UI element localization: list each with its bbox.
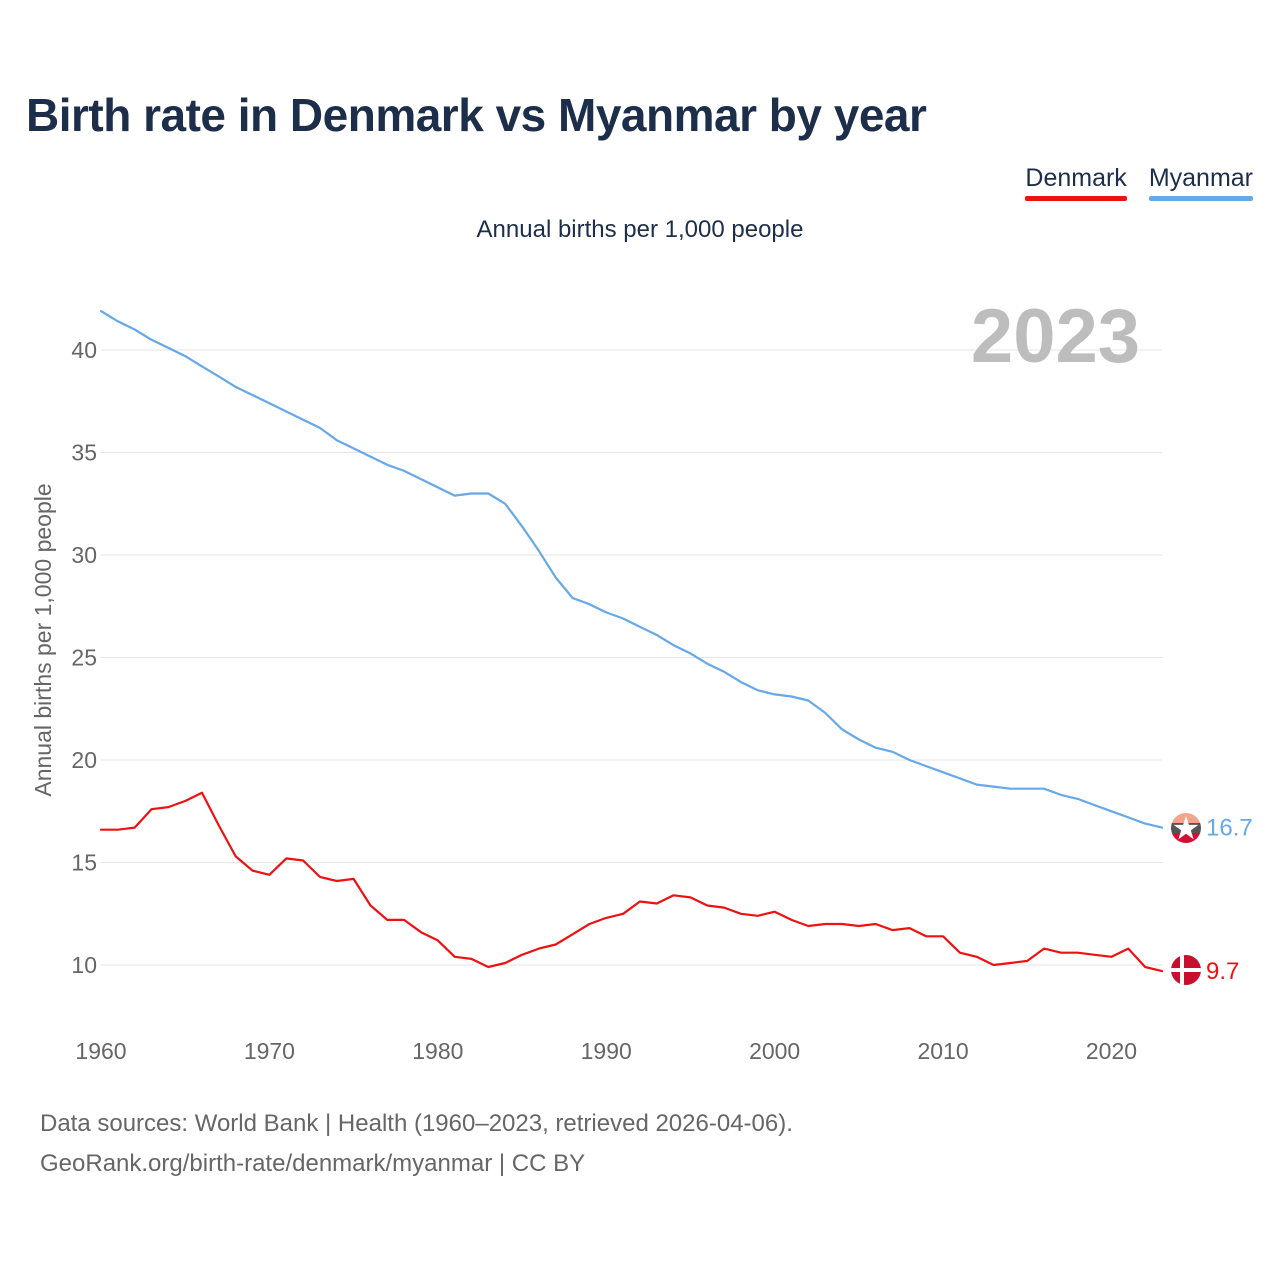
legend-swatch-myanmar	[1148, 196, 1253, 201]
series-lines	[99, 310, 1164, 973]
y-axis-label: Annual births per 1,000 people	[30, 483, 56, 796]
series-line-denmark[interactable]	[99, 791, 1164, 973]
end-label-denmark: 9.7	[1206, 958, 1239, 985]
x-tick-label-2020: 2020	[1086, 1038, 1137, 1064]
y-axis-ticks: 10 15 20 25 30 35 40	[71, 337, 97, 978]
y-tick-label-10: 10	[71, 952, 97, 978]
chart-title: Birth rate in Denmark vs Myanmar by year	[26, 89, 927, 141]
x-tick-label-1990: 1990	[581, 1038, 632, 1064]
legend-label-denmark: Denmark	[1025, 164, 1127, 192]
y-tick-label-30: 30	[71, 542, 97, 568]
y-tick-label-15: 15	[71, 850, 97, 876]
end-labels: 9.7 16.7	[1206, 815, 1253, 986]
denmark-flag-icon	[1171, 955, 1201, 985]
footer-sources: Data sources: World Bank | Health (1960–…	[40, 1110, 793, 1137]
x-tick-label-2010: 2010	[917, 1038, 968, 1064]
legend-item-denmark[interactable]: Denmark	[1025, 164, 1127, 201]
legend-item-myanmar[interactable]: Myanmar	[1148, 164, 1253, 201]
current-year-label: 2023	[971, 294, 1140, 379]
x-tick-label-1960: 1960	[75, 1038, 126, 1064]
x-axis-ticks: 1960 1970 1980 1990 2000 2010 2020	[75, 1038, 1137, 1064]
x-tick-label-1970: 1970	[244, 1038, 295, 1064]
series-line-myanmar[interactable]	[99, 310, 1164, 829]
x-tick-label-2000: 2000	[749, 1038, 800, 1064]
chart-subtitle: Annual births per 1,000 people	[476, 216, 804, 243]
myanmar-flag-icon	[1171, 813, 1201, 843]
y-tick-label-20: 20	[71, 747, 97, 773]
legend-label-myanmar: Myanmar	[1148, 164, 1253, 192]
grid-lines	[101, 349, 1162, 966]
y-tick-label-35: 35	[71, 440, 97, 466]
legend-swatch-denmark	[1025, 196, 1127, 201]
x-tick-label-1980: 1980	[412, 1038, 463, 1064]
y-tick-label-40: 40	[71, 337, 97, 363]
footer-link[interactable]: GeoRank.org/birth-rate/denmark/myanmar |…	[40, 1150, 586, 1177]
y-tick-label-25: 25	[71, 645, 97, 671]
end-label-myanmar: 16.7	[1206, 815, 1253, 842]
footer: Data sources: World Bank | Health (1960–…	[40, 1104, 793, 1184]
legend: Denmark Myanmar	[1025, 164, 1253, 201]
